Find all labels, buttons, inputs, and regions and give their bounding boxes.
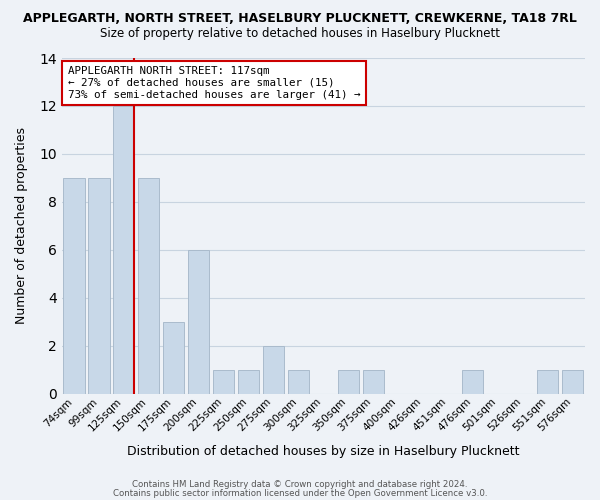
Bar [338,370,359,394]
Bar [263,346,284,394]
Text: Contains public sector information licensed under the Open Government Licence v3: Contains public sector information licen… [113,489,487,498]
Bar [238,370,259,394]
Bar [138,178,160,394]
Y-axis label: Number of detached properties: Number of detached properties [15,128,28,324]
Bar [562,370,583,394]
Text: Size of property relative to detached houses in Haselbury Plucknett: Size of property relative to detached ho… [100,28,500,40]
Bar [288,370,309,394]
Bar [188,250,209,394]
Bar [88,178,110,394]
Bar [113,106,134,394]
Text: Contains HM Land Registry data © Crown copyright and database right 2024.: Contains HM Land Registry data © Crown c… [132,480,468,489]
X-axis label: Distribution of detached houses by size in Haselbury Plucknett: Distribution of detached houses by size … [127,444,520,458]
Text: APPLEGARTH NORTH STREET: 117sqm
← 27% of detached houses are smaller (15)
73% of: APPLEGARTH NORTH STREET: 117sqm ← 27% of… [68,66,361,100]
Bar [213,370,234,394]
Bar [362,370,384,394]
Text: APPLEGARTH, NORTH STREET, HASELBURY PLUCKNETT, CREWKERNE, TA18 7RL: APPLEGARTH, NORTH STREET, HASELBURY PLUC… [23,12,577,26]
Bar [537,370,558,394]
Bar [462,370,484,394]
Bar [163,322,184,394]
Bar [64,178,85,394]
